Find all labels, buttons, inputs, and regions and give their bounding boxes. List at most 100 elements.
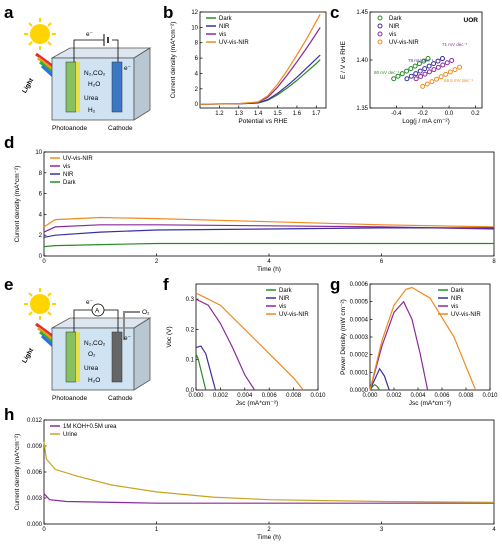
x-tick-label: 1.7 bbox=[312, 111, 321, 117]
data-point bbox=[416, 61, 422, 67]
x-axis-label: Time (h) bbox=[257, 266, 281, 273]
species-label-2: H₂O bbox=[88, 81, 100, 88]
y-tick-label: 0.0004 bbox=[350, 317, 369, 323]
series-line bbox=[43, 224, 495, 233]
series-line bbox=[369, 286, 477, 391]
x-tick-label: 0.008 bbox=[286, 393, 302, 399]
data-point bbox=[438, 74, 444, 80]
chart-b: 1.2 1.3 1.4 1.5 1.6 1.7 0 2 4 6 8 10 12 Potential vs … bbox=[170, 10, 327, 125]
y-axis-label: Current density (mA*cm⁻²) bbox=[14, 166, 21, 243]
data-point bbox=[412, 63, 418, 69]
y-tick-label: 8 bbox=[195, 41, 199, 47]
species-label-3: Urea bbox=[84, 95, 98, 102]
legend-label: NIR bbox=[63, 172, 74, 178]
data-point bbox=[422, 71, 428, 77]
x-tick-label: 3 bbox=[380, 527, 384, 533]
y-tick-label: 0.003 bbox=[27, 496, 43, 502]
ammeter-label: A bbox=[95, 308, 100, 315]
data-point bbox=[443, 71, 449, 77]
data-point bbox=[424, 81, 430, 87]
electron-label-2: e⁻ bbox=[124, 65, 132, 72]
species-label-4: H₂O bbox=[88, 377, 100, 384]
y-axis-label: Voc (V) bbox=[166, 326, 173, 347]
x-tick-label: 1.2 bbox=[215, 111, 224, 117]
photoanode-label: Photoanode bbox=[52, 125, 87, 132]
y-tick-label: 10 bbox=[35, 150, 42, 156]
legend-label: UV-vis-NIR bbox=[63, 156, 93, 162]
data-point bbox=[426, 63, 432, 69]
species-label-1: N₂,CO₂ bbox=[84, 70, 106, 77]
y-tick-label: 6 bbox=[195, 56, 199, 62]
y-tick-label: 1.40 bbox=[356, 58, 368, 64]
panel-label-d: d bbox=[4, 133, 14, 152]
legend-label: vis bbox=[63, 164, 70, 170]
sun-icon bbox=[24, 18, 56, 50]
y-tick-label: 1.35 bbox=[356, 106, 368, 112]
panel-label-f: f bbox=[163, 275, 169, 294]
data-point bbox=[420, 83, 426, 89]
x-tick-label: 0.004 bbox=[410, 393, 426, 399]
data-point bbox=[449, 57, 455, 63]
x-tick-label: 0.000 bbox=[188, 393, 204, 399]
light-label: Light bbox=[21, 346, 35, 364]
data-point bbox=[447, 69, 453, 75]
series-line bbox=[43, 493, 494, 504]
legend-label: Dark bbox=[451, 288, 465, 294]
y-tick-label: 0.1 bbox=[186, 358, 195, 364]
data-point bbox=[417, 68, 423, 74]
data-point bbox=[429, 79, 435, 85]
legend-label: UV-vis-NIR bbox=[451, 312, 481, 318]
legend-label: UV-vis-NIR bbox=[279, 312, 309, 318]
y-tick-label: 0 bbox=[39, 254, 43, 260]
data-point bbox=[425, 56, 431, 62]
x-tick-label: -0.2 bbox=[418, 111, 429, 117]
data-point bbox=[413, 76, 419, 82]
x-tick-label: 0 bbox=[42, 527, 46, 533]
electron-label-1: e⁻ bbox=[86, 31, 94, 38]
y-tick-label: 0.012 bbox=[27, 418, 43, 424]
y-axis-label: Power Density (mW cm⁻²) bbox=[340, 299, 347, 375]
x-tick-label: 0 bbox=[42, 259, 46, 265]
plot-frame bbox=[199, 11, 327, 109]
x-axis-label: Time (h) bbox=[257, 534, 281, 541]
legend-label: UV-vis-NIR bbox=[219, 40, 249, 46]
series-line bbox=[199, 14, 321, 105]
y-tick-label: 2 bbox=[195, 87, 199, 93]
data-point bbox=[404, 68, 410, 74]
data-point bbox=[413, 71, 419, 77]
chart-h: 0 1 2 3 4 0.000 0.003 0.006 0.009 0.012 Time (h) Cu… bbox=[14, 418, 496, 541]
data-point bbox=[440, 62, 446, 68]
legend-label: Dark bbox=[389, 16, 403, 22]
plot-frame bbox=[43, 419, 495, 525]
legend-label: NIR bbox=[219, 24, 230, 30]
o2-outlet-label: O₂ bbox=[142, 309, 150, 316]
y-tick-label: 0.009 bbox=[27, 444, 43, 450]
photoanode-label: Photoanode bbox=[52, 395, 87, 402]
x-tick-label: 0.002 bbox=[213, 393, 229, 399]
data-point bbox=[404, 76, 410, 82]
data-point bbox=[422, 66, 428, 72]
x-axis-label: Log(j / mA cm⁻²) bbox=[402, 118, 450, 125]
electron-label-2: e⁻ bbox=[124, 335, 132, 342]
legend-label: vis bbox=[279, 304, 286, 310]
legend-label: Dark bbox=[63, 180, 77, 186]
y-tick-label: 0.0003 bbox=[350, 335, 369, 341]
legend-label: NIR bbox=[451, 296, 462, 302]
x-tick-label: 0.002 bbox=[386, 393, 402, 399]
y-tick-label: 0.0006 bbox=[350, 282, 369, 288]
series-line bbox=[199, 27, 321, 105]
series-line bbox=[199, 54, 321, 105]
fuel-cell bbox=[50, 311, 152, 391]
legend-label: vis bbox=[219, 32, 226, 38]
x-tick-label: 0.0 bbox=[445, 111, 454, 117]
y-tick-label: 0 bbox=[195, 102, 199, 108]
x-tick-label: 0.000 bbox=[362, 393, 378, 399]
x-tick-label: 8 bbox=[492, 259, 496, 265]
species-label-1: N₂,CO₂ bbox=[84, 340, 106, 347]
x-tick-label: 0.2 bbox=[471, 111, 480, 117]
data-point bbox=[408, 73, 414, 79]
x-tick-label: 2 bbox=[155, 259, 159, 265]
sun-icon bbox=[24, 288, 56, 320]
y-tick-label: 6 bbox=[39, 192, 43, 198]
light-label: Light bbox=[21, 76, 35, 94]
